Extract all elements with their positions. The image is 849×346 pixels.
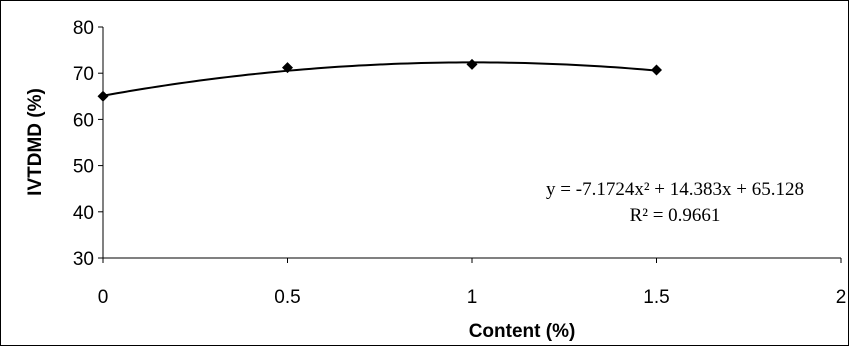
x-axis-title: Content (%) <box>469 321 576 342</box>
x-tick-label: 0.5 <box>274 287 300 308</box>
x-tick-label: 0 <box>98 287 109 308</box>
y-axis-title: IVTDMD (%) <box>25 88 46 196</box>
x-tick-label: 2 <box>836 287 847 308</box>
trendline-equation: y = -7.1724x² + 14.383x + 65.128 <box>546 179 804 200</box>
data-points <box>97 58 662 102</box>
y-tick-label: 60 <box>73 110 94 131</box>
data-point <box>282 62 293 74</box>
data-point <box>466 58 478 70</box>
y-ticks: 30 40 50 60 70 80 <box>73 18 103 270</box>
y-tick-label: 70 <box>73 64 94 85</box>
y-tick-label: 50 <box>73 157 94 178</box>
y-tick-label: 40 <box>73 203 94 224</box>
y-tick-label: 80 <box>73 18 94 39</box>
data-point <box>651 64 662 76</box>
x-ticks: 0 0.5 1 1.5 2 <box>98 258 847 308</box>
r-squared-label: R² = 0.9661 <box>630 205 721 226</box>
x-tick-label: 1 <box>467 287 478 308</box>
data-point <box>97 90 109 102</box>
y-tick-label: 30 <box>73 249 94 270</box>
x-tick-label: 1.5 <box>643 287 669 308</box>
trendline <box>102 61 657 97</box>
